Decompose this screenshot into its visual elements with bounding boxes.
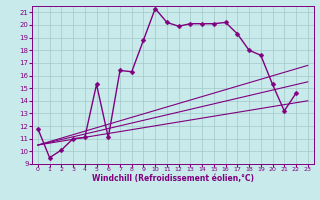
X-axis label: Windchill (Refroidissement éolien,°C): Windchill (Refroidissement éolien,°C) [92, 174, 254, 183]
